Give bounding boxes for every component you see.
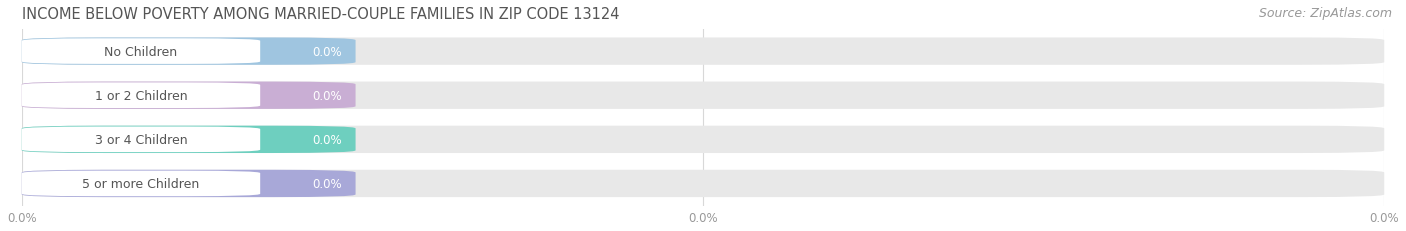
Text: 5 or more Children: 5 or more Children <box>83 177 200 190</box>
FancyBboxPatch shape <box>21 82 1385 109</box>
FancyBboxPatch shape <box>21 39 260 65</box>
Text: 0.0%: 0.0% <box>312 133 342 146</box>
FancyBboxPatch shape <box>21 38 356 66</box>
FancyBboxPatch shape <box>21 126 356 153</box>
Text: Source: ZipAtlas.com: Source: ZipAtlas.com <box>1258 7 1392 20</box>
FancyBboxPatch shape <box>21 38 1385 66</box>
FancyBboxPatch shape <box>21 83 260 109</box>
FancyBboxPatch shape <box>21 82 356 109</box>
FancyBboxPatch shape <box>21 127 260 152</box>
Text: 0.0%: 0.0% <box>312 46 342 58</box>
Text: 1 or 2 Children: 1 or 2 Children <box>94 89 187 102</box>
FancyBboxPatch shape <box>21 170 1385 197</box>
Text: No Children: No Children <box>104 46 177 58</box>
Text: 3 or 4 Children: 3 or 4 Children <box>94 133 187 146</box>
FancyBboxPatch shape <box>21 171 260 196</box>
Text: INCOME BELOW POVERTY AMONG MARRIED-COUPLE FAMILIES IN ZIP CODE 13124: INCOME BELOW POVERTY AMONG MARRIED-COUPL… <box>21 7 619 22</box>
FancyBboxPatch shape <box>21 126 1385 153</box>
Text: 0.0%: 0.0% <box>312 89 342 102</box>
Text: 0.0%: 0.0% <box>312 177 342 190</box>
FancyBboxPatch shape <box>21 170 356 197</box>
